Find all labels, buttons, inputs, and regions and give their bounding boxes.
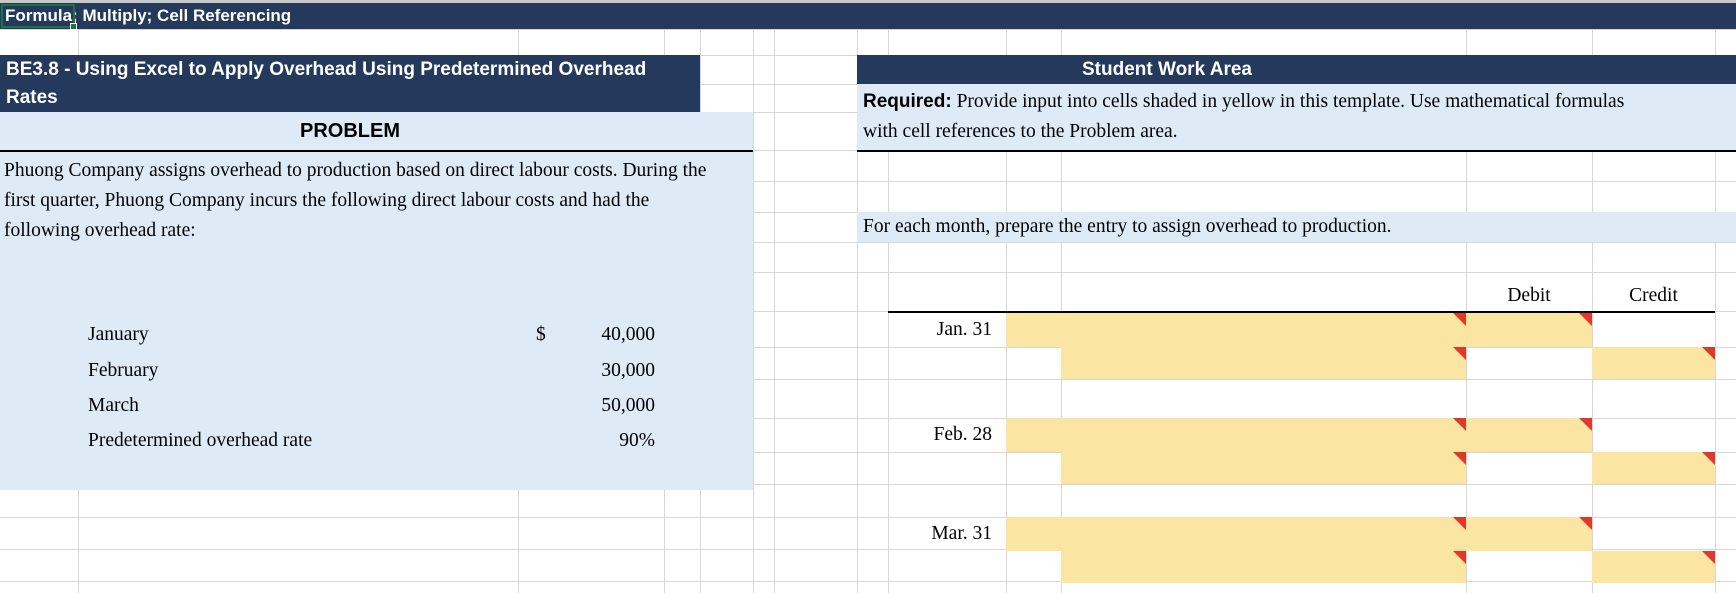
row-gridline [0, 418, 1736, 419]
input-cell-debit-amount[interactable] [1466, 313, 1592, 347]
row-gridline [0, 347, 1736, 348]
required-divider [857, 150, 1736, 152]
comment-flag-icon [1453, 517, 1466, 530]
comment-flag-icon [1579, 517, 1592, 530]
input-cell-credit-amount[interactable] [1592, 347, 1715, 379]
month-label: February [88, 360, 159, 381]
row-gridline [0, 379, 1736, 380]
comment-flag-icon [1579, 418, 1592, 431]
credit-column-header: Credit [1629, 285, 1678, 306]
month-label: January [88, 324, 149, 345]
row-gridline [0, 581, 1736, 582]
journal-top-border [888, 311, 1715, 313]
column-gridline [753, 29, 754, 593]
entry-date-cell: Jan. 31 [936, 319, 992, 340]
input-cell-debit-account[interactable] [1006, 418, 1466, 452]
problem-data-row: Predetermined overhead rate 90% [0, 426, 753, 456]
problem-divider [0, 150, 753, 152]
selected-cell-a1[interactable] [1, 4, 77, 30]
comment-flag-icon [1702, 452, 1715, 465]
problem-section-label: PROBLEM [300, 120, 400, 142]
amount-value: 40,000 [601, 324, 655, 345]
problem-panel [0, 112, 753, 490]
comment-flag-icon [1579, 313, 1592, 326]
debit-column-header: Debit [1507, 285, 1551, 306]
rate-value: 90% [619, 430, 655, 451]
sheet-title-row: Formula; Multiply; Cell Referencing [0, 3, 1736, 29]
input-cell-debit-account[interactable] [1006, 517, 1466, 551]
required-label: Required: [863, 91, 952, 112]
row-gridline [0, 311, 1736, 312]
input-cell-debit-amount[interactable] [1466, 418, 1592, 452]
comment-flag-icon [1702, 347, 1715, 360]
required-text: Provide input into cells shaded in yello… [863, 91, 1625, 142]
amount-value: 50,000 [601, 395, 655, 416]
input-cell-credit-account[interactable] [1061, 551, 1466, 583]
column-gridline [774, 29, 775, 593]
fill-handle[interactable] [70, 23, 77, 30]
journal-entry-february: Feb. 28 [0, 418, 1736, 484]
input-cell-credit-amount[interactable] [1592, 551, 1715, 583]
student-work-area-title: Student Work Area [1082, 59, 1252, 80]
instruction-text: For each month, prepare the entry to ass… [863, 216, 1392, 237]
column-gridline [857, 29, 858, 593]
input-cell-credit-account[interactable] [1061, 347, 1466, 379]
input-cell-credit-amount[interactable] [1592, 452, 1715, 484]
problem-data-row: January $ 40,000 [0, 320, 753, 350]
row-gridline [0, 29, 1736, 30]
row-gridline [0, 452, 1736, 453]
row-gridline [0, 549, 1736, 550]
comment-flag-icon [1453, 347, 1466, 360]
student-work-area-bar: Student Work Area [857, 55, 1736, 84]
row-gridline [0, 272, 1736, 273]
row-gridline [0, 484, 1736, 485]
journal-entry-march: Mar. 31 [0, 517, 1736, 583]
instruction-band: For each month, prepare the entry to ass… [857, 212, 1736, 242]
problem-header-bar: BE3.8 - Using Excel to Apply Overhead Us… [0, 55, 700, 112]
rate-label: Predetermined overhead rate [88, 430, 313, 451]
row-gridline [0, 242, 1736, 243]
row-gridline [0, 517, 1736, 518]
sheet-title-text: Formula; Multiply; Cell Referencing [5, 6, 292, 25]
input-cell-debit-amount[interactable] [1466, 517, 1592, 551]
entry-date-cell: Mar. 31 [931, 523, 992, 544]
journal-entry-january: Jan. 31 [0, 313, 1736, 379]
entry-date-cell: Feb. 28 [933, 424, 993, 445]
comment-flag-icon [1453, 452, 1466, 465]
row-gridline [0, 181, 1736, 182]
input-cell-credit-account[interactable] [1061, 452, 1466, 484]
comment-flag-icon [1453, 313, 1466, 326]
comment-flag-icon [1453, 551, 1466, 564]
comment-flag-icon [1702, 551, 1715, 564]
problem-data-row: March 50,000 [0, 391, 753, 421]
problem-data-row: February 30,000 [0, 356, 753, 386]
window-edge [0, 0, 1736, 3]
column-gridline [1715, 29, 1716, 593]
input-cell-debit-account[interactable] [1006, 313, 1466, 347]
problem-description: Phuong Company assigns overhead to produ… [4, 160, 707, 241]
currency-symbol: $ [536, 324, 546, 345]
required-block: Required: Provide input into cells shade… [857, 84, 1736, 150]
month-label: March [88, 395, 139, 416]
problem-header-text: BE3.8 - Using Excel to Apply Overhead Us… [6, 59, 647, 108]
amount-value: 30,000 [601, 360, 655, 381]
comment-flag-icon [1453, 418, 1466, 431]
